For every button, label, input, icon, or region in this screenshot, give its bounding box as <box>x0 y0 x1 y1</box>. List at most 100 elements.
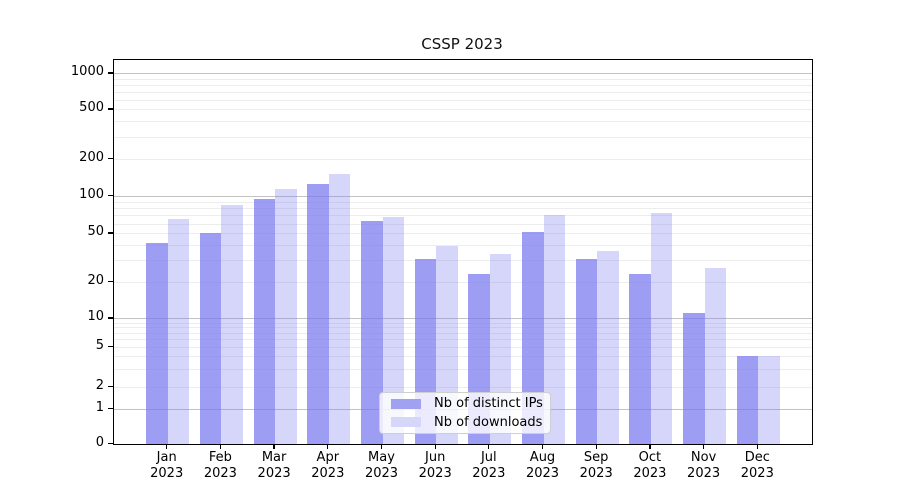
minor-gridline <box>114 387 812 388</box>
x-tick-label-apr-2023: Apr 2023 <box>296 450 360 482</box>
minor-gridline <box>114 223 812 225</box>
minor-gridline <box>114 346 812 348</box>
x-tick-year: 2023 <box>740 466 774 481</box>
bar-downloads-nov-2023 <box>704 267 727 444</box>
major-gridline <box>114 318 812 320</box>
minor-gridline <box>114 245 812 247</box>
bar-downloads-dec-2023 <box>758 356 780 444</box>
chart-title: CSSP 2023 <box>421 35 503 53</box>
bar-distinct-ips-nov-2023 <box>683 313 705 444</box>
x-tick-year: 2023 <box>525 466 560 481</box>
y-tick-mark <box>108 317 113 319</box>
x-tick-year: 2023 <box>687 466 721 481</box>
bar-downloads-sep-2023 <box>597 250 619 444</box>
minor-gridline <box>114 281 812 283</box>
x-tick-label-oct-2023: Oct 2023 <box>618 450 682 482</box>
minor-gridline <box>114 99 812 101</box>
legend-item-distinct-ips: Nb of distinct IPs <box>388 396 543 412</box>
x-tick-label-jan-2023: Jan 2023 <box>135 450 199 482</box>
bar-downloads-oct-2023 <box>650 212 673 444</box>
x-tick-label-jun-2023: Jun 2023 <box>403 450 467 482</box>
x-tick-year: 2023 <box>203 466 237 481</box>
y-tick-label-500: 500 <box>79 100 104 116</box>
x-tick-year: 2023 <box>364 466 399 481</box>
y-tick-label-50: 50 <box>87 224 104 240</box>
x-tick-mark <box>434 444 436 449</box>
minor-gridline <box>114 322 812 324</box>
x-tick-mark <box>649 444 651 449</box>
x-tick-year: 2023 <box>257 466 291 481</box>
minor-gridline <box>114 339 812 341</box>
x-tick-mark <box>219 444 222 449</box>
x-tick-mark <box>327 444 329 449</box>
minor-gridline <box>114 121 812 123</box>
minor-gridline <box>114 327 812 329</box>
x-tick-month: Nov <box>690 450 717 465</box>
minor-gridline <box>114 136 812 138</box>
bar-downloads-jan-2023 <box>167 219 190 444</box>
x-tick-year: 2023 <box>472 466 506 481</box>
minor-gridline <box>114 332 812 334</box>
x-tick-label-may-2023: May 2023 <box>350 450 414 482</box>
bar-distinct-ips-sep-2023 <box>575 258 598 444</box>
minor-gridline <box>114 260 812 262</box>
y-tick-mark <box>108 232 113 234</box>
x-tick-year: 2023 <box>579 466 613 481</box>
x-tick-month: Feb <box>208 450 232 465</box>
x-tick-year: 2023 <box>311 466 345 481</box>
legend-label-distinct-ips: Nb of distinct IPs <box>434 396 543 412</box>
bar-distinct-ips-aug-2023 <box>522 232 544 444</box>
minor-gridline <box>114 208 812 209</box>
bar-distinct-ips-feb-2023 <box>199 233 222 444</box>
bar-downloads-mar-2023 <box>275 189 297 444</box>
bar-distinct-ips-mar-2023 <box>253 198 276 444</box>
x-tick-mark <box>756 444 758 449</box>
y-tick-label-1000: 1000 <box>70 64 104 80</box>
x-tick-mark <box>488 444 490 449</box>
x-tick-month: Apr <box>316 450 340 465</box>
minor-gridline <box>114 201 812 203</box>
bar-distinct-ips-jan-2023 <box>146 242 168 444</box>
bar-downloads-apr-2023 <box>328 173 351 444</box>
legend-item-downloads: Nb of downloads <box>388 415 542 431</box>
y-tick-label-100: 100 <box>79 187 104 202</box>
x-tick-mark <box>380 444 383 449</box>
minor-gridline <box>114 109 812 111</box>
bar-downloads-feb-2023 <box>221 204 243 444</box>
bar-downloads-may-2023 <box>382 216 404 444</box>
y-tick-label-20: 20 <box>87 272 104 288</box>
x-tick-label-jul-2023: Jul 2023 <box>457 450 521 482</box>
x-tick-year: 2023 <box>418 466 452 481</box>
legend-swatch-distinct-ips <box>391 398 421 409</box>
x-tick-label-sep-2023: Sep 2023 <box>564 450 628 482</box>
x-tick-mark <box>166 444 168 449</box>
x-tick-label-aug-2023: Aug 2023 <box>511 450 575 482</box>
y-tick-mark <box>108 195 113 197</box>
minor-gridline <box>114 233 812 235</box>
x-tick-month: Oct <box>638 450 662 465</box>
major-gridline <box>114 196 812 197</box>
x-tick-mark <box>702 444 705 449</box>
y-tick-label-10: 10 <box>87 309 104 325</box>
x-tick-label-feb-2023: Feb 2023 <box>188 450 252 482</box>
x-tick-month: May <box>368 450 395 465</box>
x-tick-month: Sep <box>583 450 609 465</box>
x-tick-month: Jan <box>156 450 177 465</box>
minor-gridline <box>114 158 812 160</box>
x-tick-month: Jul <box>480 450 497 465</box>
minor-gridline <box>114 215 812 217</box>
major-gridline <box>114 73 812 75</box>
y-tick-mark <box>108 345 113 347</box>
x-tick-mark <box>273 444 275 449</box>
x-tick-mark <box>541 444 544 449</box>
bar-distinct-ips-dec-2023 <box>736 356 759 444</box>
y-tick-mark <box>108 408 113 410</box>
minor-gridline <box>114 356 812 358</box>
bar-distinct-ips-apr-2023 <box>307 183 329 444</box>
x-tick-year: 2023 <box>633 466 667 481</box>
x-tick-month: Aug <box>529 450 556 465</box>
x-tick-year: 2023 <box>150 466 184 481</box>
y-tick-label-2: 2 <box>95 378 104 393</box>
x-tick-label-dec-2023: Dec 2023 <box>725 450 789 482</box>
